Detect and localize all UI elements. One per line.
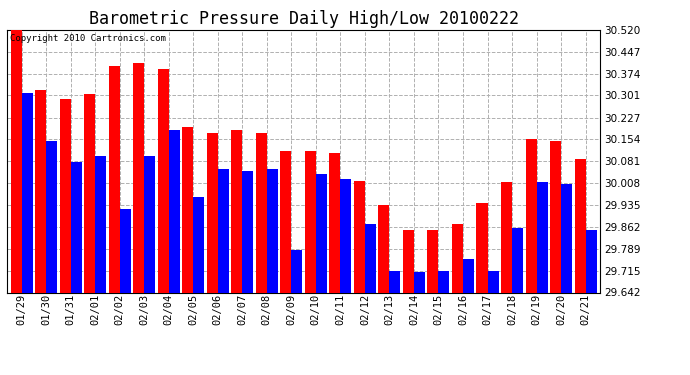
- Bar: [403, 230, 414, 292]
- Text: Copyright 2010 Cartronics.com: Copyright 2010 Cartronics.com: [10, 34, 166, 43]
- Bar: [378, 205, 389, 292]
- Bar: [21, 93, 32, 292]
- Bar: [438, 271, 449, 292]
- Bar: [389, 271, 400, 292]
- Bar: [452, 224, 463, 292]
- Bar: [158, 69, 169, 292]
- Bar: [512, 228, 523, 292]
- Bar: [354, 181, 365, 292]
- Bar: [291, 250, 302, 292]
- Bar: [242, 171, 253, 292]
- Bar: [70, 162, 81, 292]
- Bar: [488, 271, 499, 292]
- Bar: [144, 156, 155, 292]
- Bar: [365, 224, 376, 292]
- Bar: [526, 139, 537, 292]
- Bar: [340, 180, 351, 292]
- Bar: [550, 141, 561, 292]
- Bar: [575, 159, 586, 292]
- Bar: [414, 272, 425, 292]
- Bar: [329, 153, 340, 292]
- Bar: [10, 30, 21, 292]
- Bar: [231, 130, 242, 292]
- Bar: [108, 66, 119, 292]
- Bar: [59, 99, 70, 292]
- Bar: [207, 133, 218, 292]
- Bar: [133, 63, 144, 292]
- Bar: [586, 230, 597, 292]
- Bar: [84, 94, 95, 292]
- Bar: [427, 230, 438, 292]
- Bar: [305, 151, 316, 292]
- Bar: [35, 90, 46, 292]
- Bar: [169, 130, 180, 292]
- Bar: [46, 141, 57, 292]
- Bar: [561, 184, 572, 292]
- Bar: [182, 127, 193, 292]
- Bar: [501, 183, 512, 292]
- Bar: [463, 259, 474, 292]
- Bar: [218, 169, 229, 292]
- Bar: [267, 169, 278, 292]
- Bar: [119, 209, 130, 292]
- Bar: [256, 133, 267, 292]
- Bar: [280, 151, 291, 292]
- Bar: [537, 183, 548, 292]
- Title: Barometric Pressure Daily High/Low 20100222: Barometric Pressure Daily High/Low 20100…: [88, 10, 519, 28]
- Bar: [316, 174, 327, 292]
- Bar: [193, 197, 204, 292]
- Bar: [95, 156, 106, 292]
- Bar: [477, 203, 488, 292]
